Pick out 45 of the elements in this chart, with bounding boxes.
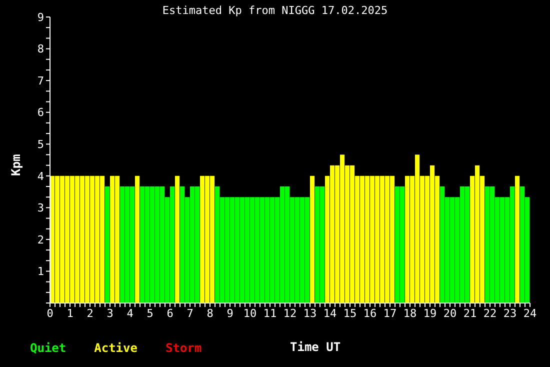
- legend-label: Storm: [165, 341, 202, 355]
- y-tick-label: 5: [37, 138, 44, 152]
- x-tick-label: 3: [106, 306, 114, 320]
- chart-title: Estimated Kp from NIGGG 17.02.2025: [162, 4, 388, 17]
- bar: [515, 176, 520, 303]
- x-tick-label: 4: [126, 306, 134, 320]
- x-tick-label: 20: [443, 306, 457, 320]
- x-tick-label: 13: [303, 306, 317, 320]
- x-tick-label: 6: [166, 306, 174, 320]
- text: Quiet: [30, 341, 66, 355]
- x-tick-label: 18: [403, 306, 417, 320]
- x-tick-label: 17: [383, 306, 397, 320]
- x-tick-label: 1: [66, 306, 74, 320]
- y-tick-label: 7: [37, 74, 44, 88]
- y-axis-title: Kpm: [9, 153, 23, 178]
- text: Active: [94, 341, 138, 355]
- x-tick-label: 21: [463, 306, 477, 320]
- x-tick-label: 2: [86, 306, 94, 320]
- bar: [310, 176, 314, 303]
- y-tick-label: 3: [37, 202, 44, 215]
- bar: [175, 176, 180, 303]
- x-tick-label: 15: [343, 306, 357, 320]
- x-tick-label: 7: [186, 306, 194, 320]
- x-axis-title: Time UT: [290, 340, 341, 354]
- x-tick-label: 23: [503, 306, 517, 320]
- x-tick-label: 11: [263, 306, 277, 320]
- y-tick-label: 1: [37, 265, 44, 278]
- x-tick-label: 19: [423, 306, 437, 320]
- bar: [135, 176, 140, 303]
- y-tick-label: 6: [37, 106, 44, 120]
- y-tick-label: 4: [37, 170, 44, 183]
- x-tick-label: 12: [283, 306, 297, 320]
- y-tick-label: 9: [37, 10, 44, 24]
- y-tick-label: 2: [37, 233, 44, 246]
- bar: [105, 186, 110, 303]
- x-tick-label: 10: [243, 306, 257, 320]
- x-tick-label: 5: [146, 306, 154, 320]
- x-tick-label: 22: [483, 306, 497, 320]
- x-tick-label: 14: [323, 306, 337, 320]
- x-tick-label: 16: [363, 306, 377, 320]
- x-tick-label: 9: [226, 306, 234, 320]
- x-tick-label: 0: [46, 306, 54, 320]
- y-tick-label: 8: [37, 42, 44, 56]
- x-tick-label: 24: [523, 306, 537, 320]
- x-tick-label: 8: [206, 306, 214, 320]
